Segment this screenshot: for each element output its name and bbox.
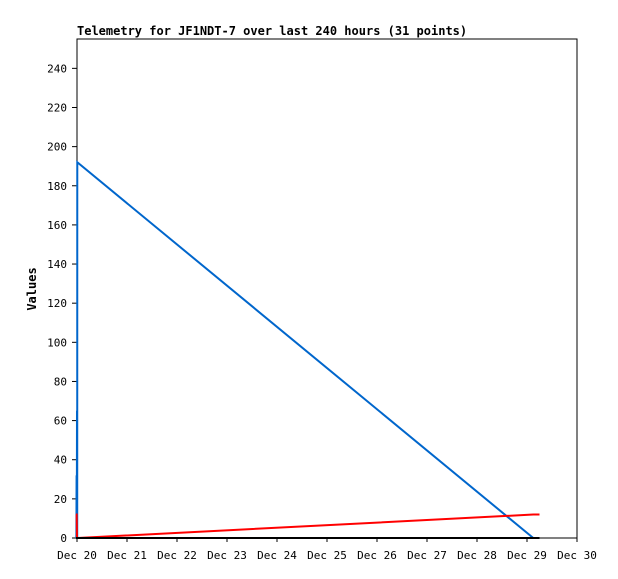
plot-frame [76, 38, 578, 539]
x-tick-label: Dec 28 [457, 549, 497, 562]
chart-title: Telemetry for JF1NDT-7 over last 240 hou… [77, 24, 467, 38]
x-tick-label: Dec 26 [357, 549, 397, 562]
y-tick-label: 240 [47, 62, 67, 75]
x-tick-label: Dec 25 [307, 549, 347, 562]
x-tick-label: Dec 21 [107, 549, 147, 562]
series-line-2 [75, 513, 540, 539]
y-tick-label: 120 [47, 297, 67, 310]
y-tick-label: 140 [47, 258, 67, 271]
y-tick-label: 180 [47, 180, 67, 193]
y-tick-label: 60 [54, 415, 67, 428]
y-tick-label: 0 [60, 532, 67, 545]
x-tick-label: Dec 23 [207, 549, 247, 562]
x-axis: Dec 20 Dec 21 Dec 22 Dec 23 Dec 24 Dec 25 Dec … [57, 538, 597, 562]
y-tick-label: 160 [47, 219, 67, 232]
x-tick-label: Dec 24 [257, 549, 297, 562]
y-tick-label: 200 [47, 141, 67, 154]
series-layer [75, 160, 540, 539]
y-tick-label: 20 [54, 493, 67, 506]
x-tick-label: Dec 30 [557, 549, 597, 562]
x-tick-label: Dec 27 [407, 549, 447, 562]
y-tick-label: 100 [47, 336, 67, 349]
x-tick-label: Dec 20 [57, 549, 97, 562]
y-tick-label: 220 [47, 101, 67, 114]
x-tick-label: Dec 29 [507, 549, 547, 562]
y-tick-label: 40 [54, 454, 67, 467]
y-axis-label: Values [25, 267, 39, 310]
y-tick-label: 80 [54, 375, 67, 388]
y-axis: 0 20 40 60 80 100 120 140 160 180 200 220 240 [47, 62, 77, 545]
x-tick-label: Dec 22 [157, 549, 197, 562]
series-line-1 [75, 160, 534, 539]
